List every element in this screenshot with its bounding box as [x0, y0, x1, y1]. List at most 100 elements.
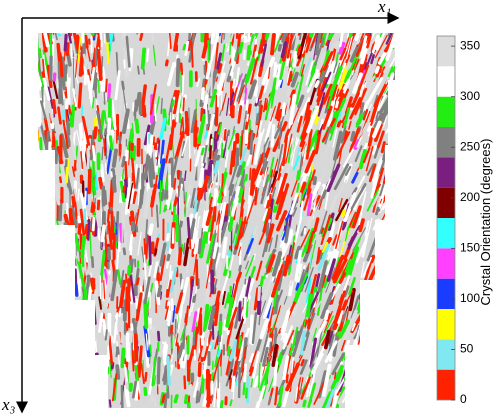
grain [53, 246, 58, 261]
grain [238, 41, 244, 54]
grain [298, 229, 311, 251]
grain [374, 338, 386, 361]
grain [382, 288, 390, 303]
grain [135, 167, 140, 189]
grain [29, 403, 30, 407]
grain [326, 163, 341, 193]
grain [32, 49, 33, 61]
grain [252, 152, 266, 182]
grain [314, 109, 321, 125]
grain [89, 228, 92, 259]
grain [138, 91, 143, 116]
grain [71, 205, 77, 225]
grain [362, 256, 373, 278]
grain [387, 194, 395, 212]
grain [237, 246, 242, 256]
grain [88, 66, 96, 100]
orientation-map [29, 33, 395, 408]
grain [202, 76, 211, 103]
grain [133, 109, 137, 117]
grain [39, 355, 44, 370]
grain [54, 184, 61, 206]
grain [280, 309, 291, 336]
grain [143, 254, 147, 280]
grain [294, 245, 302, 260]
grain [393, 102, 395, 122]
grain [29, 345, 32, 356]
grain [335, 100, 339, 109]
grain [332, 97, 346, 124]
grain [242, 110, 248, 135]
grain [74, 55, 78, 78]
grain [302, 399, 307, 408]
grain [120, 269, 125, 288]
grain [160, 188, 165, 202]
grain [253, 379, 258, 388]
grain [39, 100, 47, 121]
grain [100, 164, 105, 183]
grain [391, 195, 395, 223]
grain [38, 84, 39, 104]
grain [273, 287, 279, 310]
grain [282, 325, 293, 350]
grain [309, 345, 320, 370]
grain [380, 382, 387, 396]
grain [361, 232, 369, 258]
grain [105, 331, 111, 346]
grain [205, 258, 212, 289]
grain [248, 348, 258, 373]
grain [228, 306, 238, 331]
grain [236, 73, 247, 102]
grain [384, 386, 392, 403]
grain [38, 165, 40, 190]
grain [115, 364, 121, 380]
grain [314, 130, 322, 155]
grain [204, 96, 208, 125]
grain [86, 33, 95, 36]
grain [226, 345, 231, 357]
grain [98, 296, 103, 310]
grain [221, 272, 230, 295]
grain [32, 58, 34, 69]
grain [298, 269, 305, 285]
grain [270, 123, 276, 148]
grain [222, 33, 226, 35]
y-axis-label: x₃ [1, 395, 16, 414]
grain [360, 122, 368, 136]
grain [218, 201, 227, 230]
grain [210, 65, 213, 97]
grain [54, 329, 61, 349]
grain [72, 370, 78, 398]
grain [377, 280, 387, 309]
grain [346, 377, 355, 399]
grain [84, 224, 89, 235]
grain [118, 279, 126, 312]
grain [377, 280, 383, 289]
grain [358, 187, 367, 201]
grain [327, 251, 333, 261]
grain [191, 311, 198, 333]
grain [235, 33, 240, 40]
grain [299, 136, 306, 148]
grain [306, 230, 315, 253]
grain [40, 233, 48, 252]
grain [87, 168, 92, 195]
grain [272, 289, 283, 316]
grain [337, 111, 343, 122]
grain [334, 290, 346, 321]
grain [250, 378, 254, 388]
grain [172, 90, 180, 115]
grain [282, 65, 289, 89]
grain [295, 74, 304, 105]
grain [276, 108, 284, 122]
grain [372, 391, 378, 400]
grain [38, 53, 45, 84]
grain [110, 167, 117, 193]
grain [282, 355, 290, 380]
grain [348, 347, 354, 355]
grain [251, 35, 256, 45]
grain [371, 145, 377, 155]
grain [392, 260, 395, 271]
grain [287, 70, 293, 86]
